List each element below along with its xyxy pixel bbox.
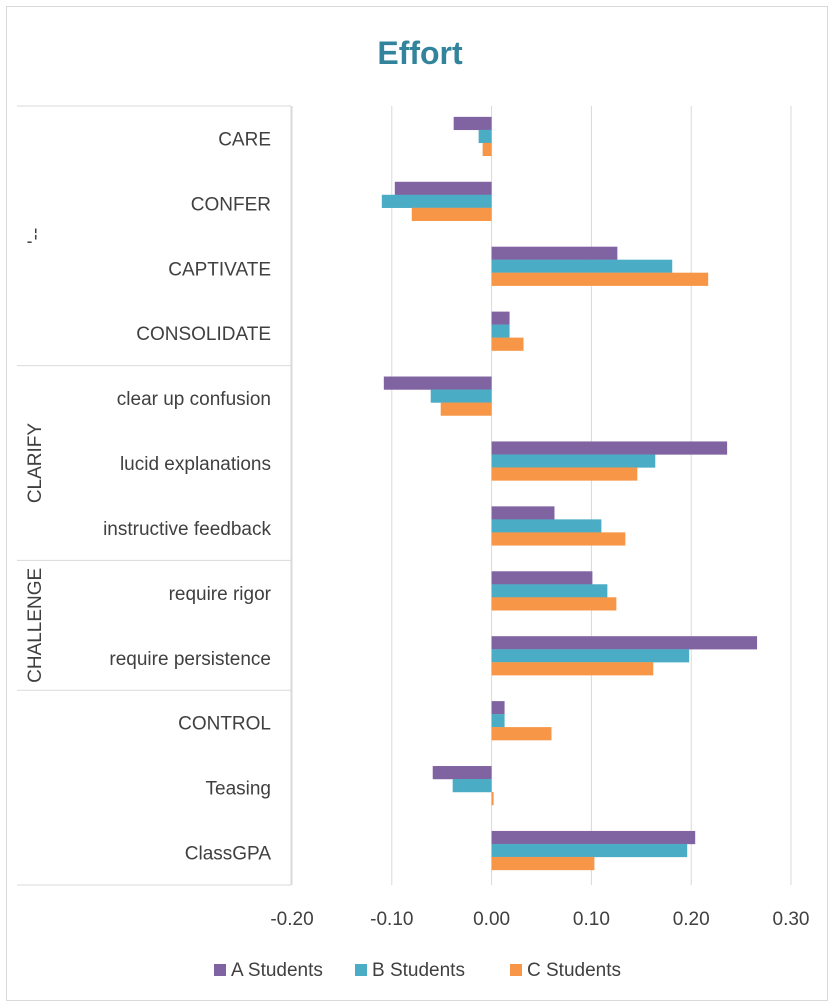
- category-label: require persistence: [109, 649, 271, 670]
- legend-swatch: [510, 964, 522, 976]
- group-label: CHALLENGE: [25, 568, 46, 683]
- bar: [491, 662, 654, 676]
- bar: [491, 584, 608, 598]
- bar: [491, 324, 510, 338]
- category-label: clear up confusion: [117, 389, 271, 410]
- gridlines: [291, 106, 792, 885]
- category-label: instructive feedback: [103, 519, 271, 540]
- legend: A Students B Students C Students: [214, 960, 621, 981]
- bar: [491, 259, 673, 273]
- group-label: CLARIFY: [25, 423, 46, 504]
- bar: [430, 389, 492, 403]
- bar: [381, 194, 492, 208]
- bar: [394, 181, 492, 195]
- bar: [491, 506, 555, 520]
- bar: [478, 129, 492, 144]
- legend-swatch: [355, 964, 367, 976]
- x-tick-label: 0.30: [773, 909, 810, 930]
- bar: [491, 311, 510, 325]
- bar: [491, 532, 626, 546]
- bar: [491, 714, 505, 728]
- bar: [491, 649, 690, 663]
- bar: [491, 467, 638, 481]
- category-label: require rigor: [169, 584, 272, 605]
- category-label: lucid explanations: [120, 454, 271, 475]
- bar: [491, 597, 617, 611]
- bar: [482, 142, 492, 157]
- chart-title: Effort: [377, 35, 463, 71]
- x-tick-label: 0.00: [473, 909, 510, 930]
- x-tick-label: -0.10: [370, 909, 413, 930]
- legend-swatch: [214, 964, 226, 976]
- bar: [491, 701, 505, 715]
- bars: [381, 116, 758, 871]
- legend-label: A Students: [231, 960, 323, 981]
- bar: [491, 571, 593, 585]
- category-label: CARE: [218, 129, 271, 150]
- bar: [383, 376, 492, 390]
- category-label: CAPTIVATE: [168, 259, 271, 280]
- bar: [491, 856, 595, 871]
- bar: [440, 402, 492, 416]
- bar: [432, 766, 492, 780]
- bar: [453, 116, 492, 131]
- bar: [491, 246, 618, 260]
- group-label: '--: [25, 228, 46, 244]
- bar: [491, 830, 696, 845]
- category-label: CONFER: [191, 194, 271, 215]
- x-tick-label: -0.20: [270, 909, 313, 930]
- bar: [452, 779, 492, 793]
- bar: [491, 636, 758, 650]
- chart-border: [6, 6, 828, 1001]
- bar: [411, 207, 492, 221]
- bar: [491, 272, 709, 286]
- legend-label: B Students: [372, 960, 465, 981]
- bar: [491, 337, 524, 351]
- x-tick-label: 0.20: [673, 909, 710, 930]
- category-label: CONTROL: [178, 714, 271, 735]
- category-label: ClassGPA: [185, 844, 272, 865]
- bar: [491, 519, 602, 533]
- x-tick-label: 0.10: [573, 909, 610, 930]
- bar: [491, 792, 494, 806]
- bar: [491, 843, 688, 858]
- bar: [491, 454, 656, 468]
- category-axis: CARE CONFER CAPTIVATE CONSOLIDATE clear up c…: [17, 105, 292, 886]
- value-axis-ticks: -0.20 -0.10 0.00 0.10 0.20 0.30: [270, 909, 809, 930]
- category-label: CONSOLIDATE: [136, 324, 271, 345]
- legend-label: C Students: [527, 960, 621, 981]
- bar: [491, 727, 552, 741]
- category-label: Teasing: [206, 779, 272, 800]
- bar: [491, 441, 728, 455]
